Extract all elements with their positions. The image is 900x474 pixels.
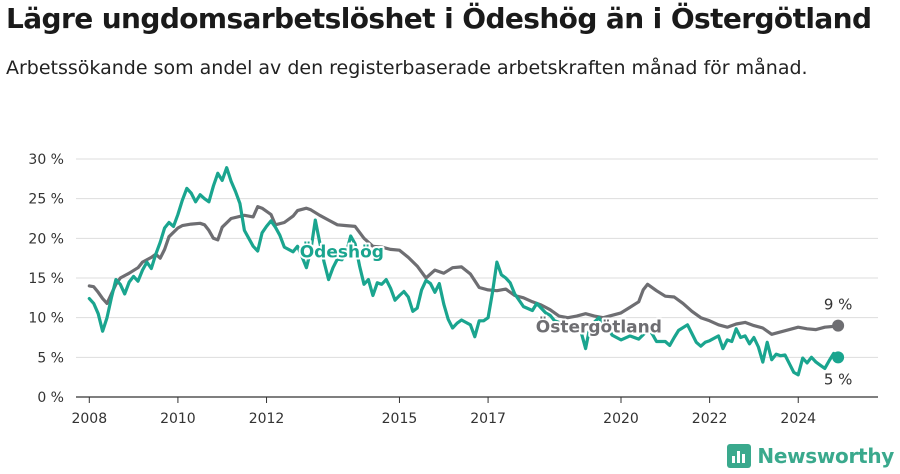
end-label-odeshog: 5 % bbox=[824, 370, 853, 388]
series-layer bbox=[87, 166, 845, 377]
y-tick-label: 20 % bbox=[28, 231, 64, 247]
newsworthy-logo: Newsworthy bbox=[727, 444, 894, 468]
label-layer: 9 % 5 % Ödeshög Östergötland bbox=[298, 238, 853, 388]
y-tick-label: 15 % bbox=[28, 271, 64, 287]
y-tick-label: 0 % bbox=[37, 390, 64, 406]
x-tick-label: 2015 bbox=[382, 411, 418, 427]
grid-lines bbox=[76, 158, 878, 398]
y-tick-label: 30 % bbox=[28, 152, 64, 168]
chart-subtitle: Arbetssökande som andel av den registerb… bbox=[6, 57, 808, 79]
y-tick-label: 5 % bbox=[37, 350, 64, 366]
x-axis: 2008 2010 2012 2015 2017 2020 2022 2024 bbox=[71, 397, 816, 427]
series-label-ostergotland: Östergötland bbox=[536, 316, 662, 338]
y-axis: 0 % 5 % 10 % 15 % 20 % 25 % 30 % bbox=[28, 152, 64, 406]
brand-name: Newsworthy bbox=[757, 444, 894, 468]
x-tick-label: 2020 bbox=[603, 411, 639, 427]
y-tick-label: 25 % bbox=[28, 192, 64, 208]
end-label-ostergotland: 9 % bbox=[824, 296, 853, 314]
end-point-marker bbox=[832, 319, 845, 332]
x-tick-label: 2022 bbox=[692, 411, 728, 427]
end-point-marker bbox=[832, 351, 845, 364]
x-tick-label: 2017 bbox=[470, 411, 506, 427]
y-tick-label: 10 % bbox=[28, 311, 64, 327]
series-line-odeshog bbox=[87, 166, 840, 377]
chart-title: Lägre ungdomsarbetslöshet i Ödeshög än i… bbox=[6, 2, 872, 35]
x-tick-label: 2012 bbox=[249, 411, 285, 427]
x-tick-label: 2010 bbox=[160, 411, 196, 427]
newsworthy-icon bbox=[727, 444, 752, 468]
x-tick-label: 2024 bbox=[780, 411, 816, 427]
series-label-odeshog: Ödeshög bbox=[300, 240, 384, 262]
series-line-ostergotland bbox=[87, 205, 840, 336]
x-tick-label: 2008 bbox=[71, 411, 107, 427]
